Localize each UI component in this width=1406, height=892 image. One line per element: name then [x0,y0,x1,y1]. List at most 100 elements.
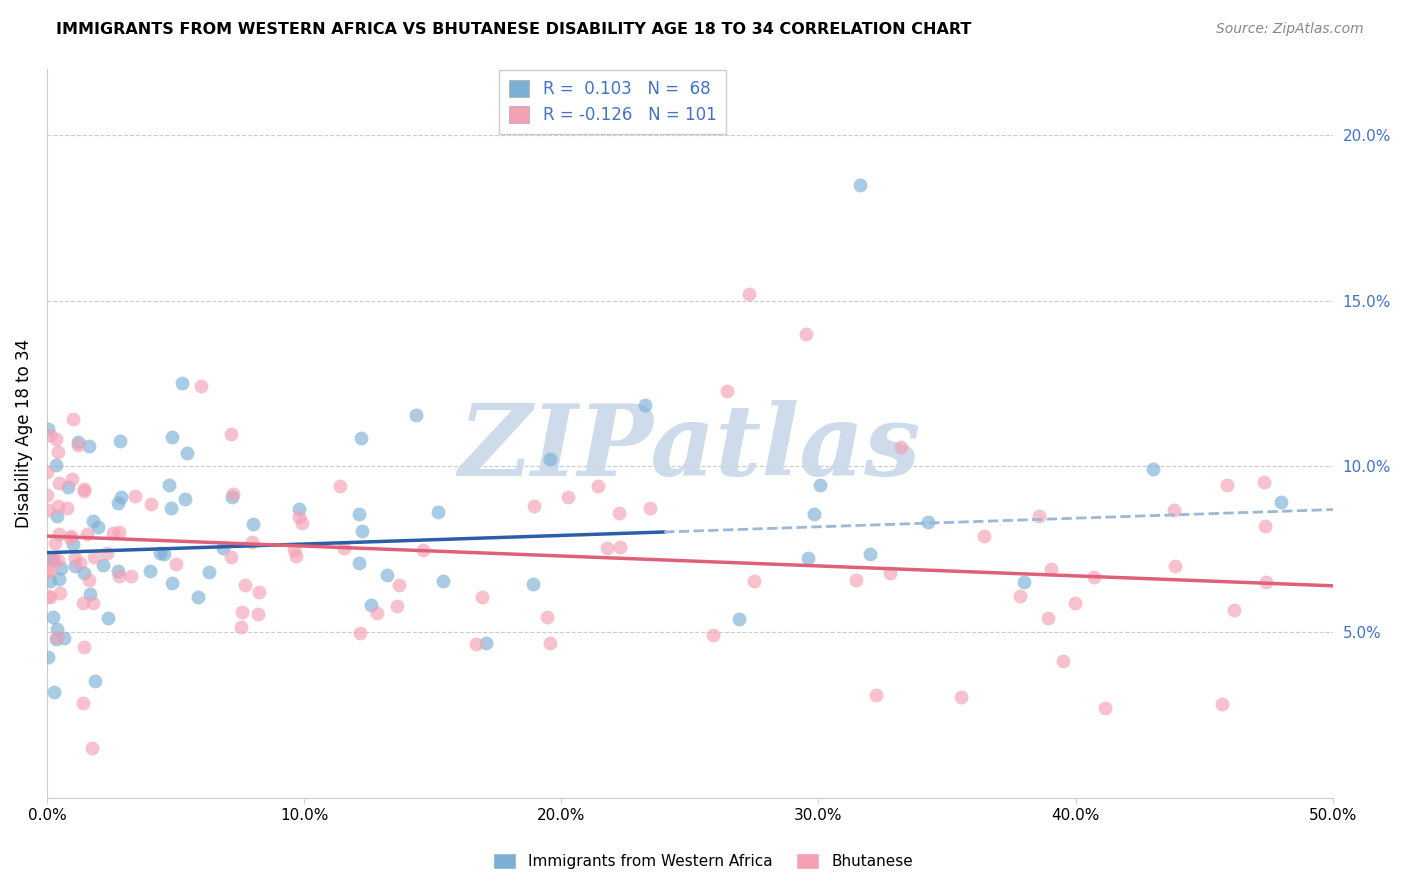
Point [176,446,198,460]
Point [973,529,995,543]
Point [233,578,256,592]
Point [1142,462,1164,476]
Point [42,552,65,566]
Text: ZIPatlas: ZIPatlas [458,400,921,496]
Point [221,490,243,504]
Point [538,451,561,466]
Point [160,430,183,444]
Point [48,527,70,541]
Point [63,558,86,573]
Point [108,568,131,582]
Point [48,586,70,600]
Point [41,552,63,566]
Point [522,576,544,591]
Point [72,482,94,496]
Point [360,598,382,612]
Point [1254,519,1277,533]
Point [139,497,162,511]
Point [139,564,162,578]
Point [426,505,449,519]
Point [742,574,765,588]
Point [1038,611,1060,625]
Point [859,547,882,561]
Point [165,558,187,572]
Point [475,636,498,650]
Point [153,547,176,561]
Point [45,432,67,446]
Point [1163,503,1185,517]
Point [159,478,181,492]
Point [45,508,67,523]
Point [69,556,91,570]
Point [82,596,104,610]
Point [242,516,264,531]
Point [37,589,59,603]
Point [285,549,308,563]
Text: IMMIGRANTS FROM WESTERN AFRICA VS BHUTANESE DISABILITY AGE 18 TO 34 CORRELATION : IMMIGRANTS FROM WESTERN AFRICA VS BHUTAN… [56,22,972,37]
Point [37,650,59,665]
Point [124,489,146,503]
Point [66,438,89,452]
Point [39,428,62,442]
Legend: Immigrants from Western Africa, Bhutanese: Immigrants from Western Africa, Bhutanes… [486,847,920,875]
Point [53,631,76,645]
Point [634,398,657,412]
Point [58,480,80,494]
Point [347,507,370,521]
Point [638,501,661,516]
Point [51,560,73,574]
Point [62,412,84,426]
Point [405,408,427,422]
Point [97,611,120,625]
Point [288,510,311,524]
Point [46,499,69,513]
Point [845,573,868,587]
Point [60,471,83,485]
Point [37,422,59,436]
Point [879,566,901,581]
Point [48,476,70,491]
Point [83,550,105,565]
Point [471,590,494,604]
Point [55,501,77,516]
Point [76,526,98,541]
Point [249,585,271,599]
Point [288,501,311,516]
Point [108,434,131,448]
Point [328,479,350,493]
Point [586,479,609,493]
Point [1052,654,1074,668]
Point [1028,509,1050,524]
Point [197,565,219,579]
Point [107,564,129,578]
Point [803,507,825,521]
Point [67,435,90,450]
Point [96,546,118,560]
Point [80,741,103,756]
Point [172,376,194,391]
Point [291,516,314,531]
Point [42,610,65,624]
Point [62,537,84,551]
Point [60,529,83,543]
Point [1083,570,1105,584]
Point [77,439,100,453]
Point [219,549,242,564]
Point [609,540,631,554]
Point [48,572,70,586]
Point [44,535,66,549]
Point [949,690,972,704]
Point [229,620,252,634]
Point [73,483,96,498]
Point [72,696,94,710]
Point [797,551,820,566]
Point [464,636,486,650]
Point [1164,559,1187,574]
Point [42,684,65,698]
Point [728,612,751,626]
Point [1063,596,1085,610]
Point [333,541,356,556]
Point [538,636,561,650]
Point [536,610,558,624]
Point [412,542,434,557]
